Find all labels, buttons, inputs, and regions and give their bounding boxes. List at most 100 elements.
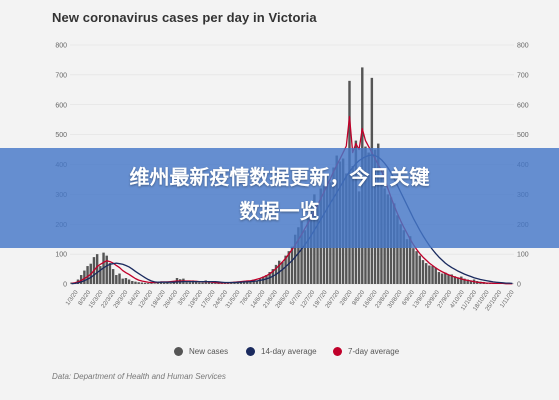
y-tick-label: 0 bbox=[63, 282, 67, 289]
bar-new-cases bbox=[418, 255, 421, 284]
bar-new-cases bbox=[115, 275, 118, 284]
bar-new-cases bbox=[284, 255, 287, 284]
bar-new-cases bbox=[108, 263, 112, 284]
bar-new-cases bbox=[143, 282, 147, 284]
bar-new-cases bbox=[121, 278, 124, 284]
bar-new-cases bbox=[201, 282, 204, 284]
bar-new-cases bbox=[402, 230, 406, 284]
bar-new-cases bbox=[249, 281, 252, 284]
average-lines bbox=[71, 116, 513, 285]
bar-new-cases bbox=[444, 272, 447, 284]
bar-new-cases bbox=[431, 266, 434, 284]
bar-new-cases bbox=[111, 269, 115, 284]
y-tick-label: 100 bbox=[55, 252, 67, 259]
bar-new-cases bbox=[415, 251, 418, 284]
y-tick-label: 0 bbox=[517, 282, 521, 289]
bar-new-cases bbox=[297, 227, 300, 284]
bar-new-cases bbox=[405, 239, 409, 284]
bar-new-cases bbox=[124, 278, 128, 284]
legend-item-7-day-average: 7-day average bbox=[333, 343, 399, 359]
bar-new-cases bbox=[396, 215, 399, 284]
bar-new-cases bbox=[306, 216, 310, 284]
bar-new-cases bbox=[281, 261, 284, 284]
bar-new-cases bbox=[166, 282, 169, 284]
bar-new-cases bbox=[172, 282, 176, 284]
chart-legend: New cases 14-day average 7-day average bbox=[0, 343, 559, 359]
bar-new-cases bbox=[198, 282, 201, 284]
bar-new-cases bbox=[86, 266, 89, 284]
bar-new-cases bbox=[223, 283, 227, 284]
chart-source: Data: Department of Health and Human Ser… bbox=[52, 372, 226, 381]
line-7-day-average bbox=[71, 116, 513, 285]
bar-new-cases bbox=[287, 251, 291, 284]
bar-new-cases bbox=[99, 266, 102, 284]
bar-new-cases bbox=[188, 282, 191, 284]
bar-new-cases bbox=[293, 234, 297, 284]
legend-label-7-day-average: 7-day average bbox=[348, 346, 400, 356]
bar-new-cases bbox=[408, 236, 412, 284]
bar-new-cases bbox=[214, 283, 217, 284]
bar-new-cases bbox=[434, 267, 437, 284]
bar-new-cases bbox=[137, 282, 140, 284]
bar-new-cases bbox=[194, 281, 198, 284]
y-tick-label: 600 bbox=[55, 102, 67, 109]
bar-new-cases bbox=[150, 283, 153, 284]
y-tick-label: 800 bbox=[55, 43, 67, 50]
bar-new-cases bbox=[428, 265, 431, 284]
y-tick-label: 700 bbox=[55, 72, 67, 79]
legend-marker-7-day-average bbox=[333, 346, 342, 356]
bar-new-cases bbox=[456, 277, 460, 284]
legend-marker-14-day-average bbox=[246, 346, 255, 356]
legend-label-14-day-average: 14-day average bbox=[261, 346, 317, 356]
bar-new-cases bbox=[156, 283, 160, 284]
y-tick-label: 800 bbox=[517, 43, 529, 50]
bar-new-cases bbox=[290, 246, 294, 284]
bar-new-cases bbox=[236, 282, 239, 284]
bar-new-cases bbox=[447, 275, 450, 284]
bar-new-cases bbox=[412, 248, 415, 284]
bar-new-cases bbox=[440, 273, 444, 284]
legend-item-14-day-average: 14-day average bbox=[246, 343, 317, 359]
bar-new-cases bbox=[437, 272, 441, 284]
bar-new-cases bbox=[424, 263, 428, 284]
line-14-day-average bbox=[71, 154, 513, 285]
bar-new-cases bbox=[134, 281, 137, 284]
chart-title: New coronavirus cases per day in Victori… bbox=[52, 10, 317, 25]
bar-new-cases bbox=[147, 283, 150, 284]
bar-new-cases bbox=[210, 282, 214, 284]
headline-text[interactable]: 维州最新疫情数据更新，今日关键 数据一览 bbox=[0, 160, 559, 228]
x-axis: 1/3/208/3/2015/3/2022/3/2029/3/205/4/201… bbox=[65, 289, 516, 312]
bar-new-cases bbox=[169, 283, 172, 284]
bar-new-cases bbox=[140, 282, 144, 284]
bar-new-cases bbox=[453, 276, 457, 284]
legend-marker-new-cases bbox=[174, 346, 183, 356]
bar-new-cases bbox=[230, 282, 233, 284]
bar-new-cases bbox=[239, 282, 243, 284]
bar-new-cases bbox=[83, 270, 86, 284]
bar-new-cases bbox=[163, 282, 166, 284]
bar-new-cases bbox=[421, 260, 425, 284]
bar-new-cases bbox=[450, 274, 453, 284]
y-tick-label: 600 bbox=[517, 102, 529, 109]
headline-banner bbox=[0, 148, 559, 248]
bar-new-cases bbox=[105, 255, 108, 284]
headline-line-2: 数据一览 bbox=[239, 199, 320, 223]
y-tick-label: 500 bbox=[517, 132, 529, 139]
y-tick-label: 700 bbox=[517, 72, 529, 79]
bar-new-cases bbox=[255, 280, 259, 284]
bar-new-cases bbox=[131, 281, 134, 284]
bar-new-cases bbox=[463, 278, 466, 284]
legend-item-new-cases: New cases bbox=[174, 343, 228, 359]
headline-line-1: 维州最新疫情数据更新，今日关键 bbox=[129, 165, 430, 189]
x-tick-label: 1/11/20 bbox=[499, 289, 516, 309]
bar-new-cases bbox=[153, 283, 156, 284]
bar-new-cases bbox=[95, 254, 99, 285]
bar-new-cases bbox=[207, 281, 211, 284]
y-tick-label: 100 bbox=[517, 252, 529, 259]
bar-new-cases bbox=[185, 282, 188, 284]
legend-label-new-cases: New cases bbox=[189, 346, 229, 356]
bar-new-cases bbox=[460, 276, 463, 284]
bar-new-cases bbox=[399, 224, 402, 284]
bar-new-cases bbox=[466, 279, 469, 284]
bar-new-cases bbox=[226, 283, 230, 284]
